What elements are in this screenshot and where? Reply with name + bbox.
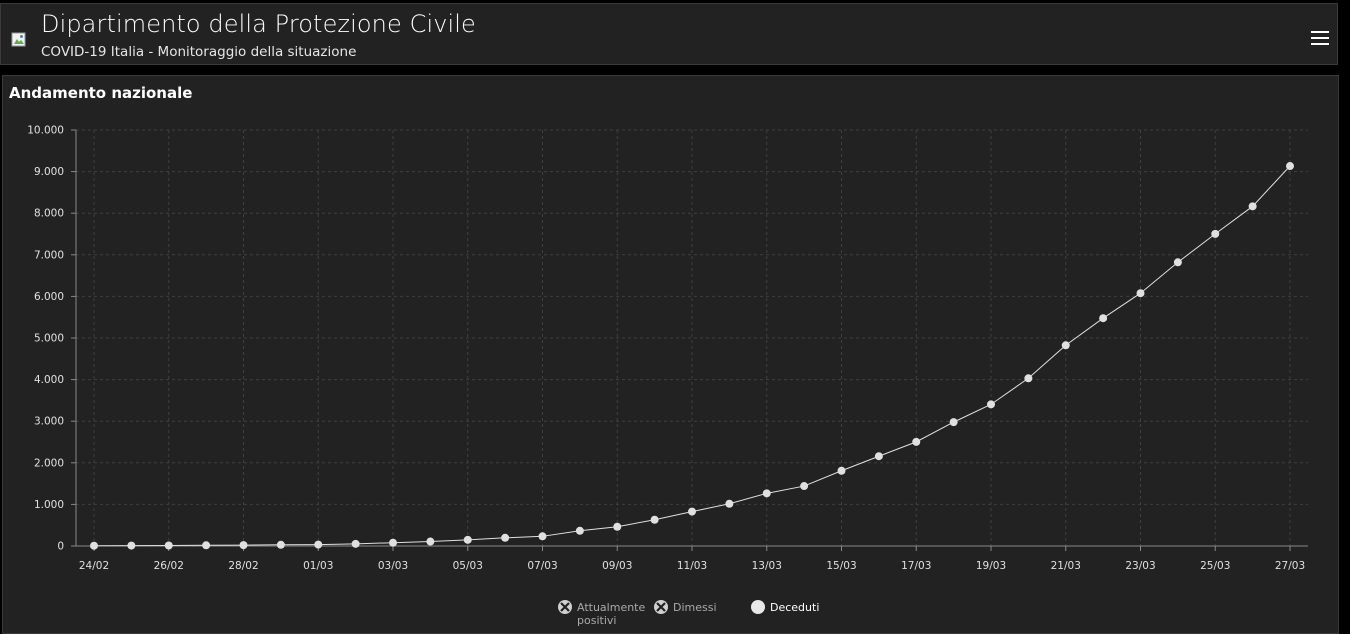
chart-panel: 0 1.000 2.000 3.000 4.000 5.000 6.000 7.000 8.00… xyxy=(2,75,1339,634)
data-point xyxy=(575,526,584,535)
x-tick-label: 21/03 xyxy=(1051,560,1081,572)
legend-item[interactable]: Dimessi xyxy=(654,600,717,614)
data-point xyxy=(276,540,285,549)
x-tick-label: 28/02 xyxy=(228,560,258,572)
data-point xyxy=(987,400,995,409)
legend-label: Dimessi xyxy=(673,601,717,614)
data-point xyxy=(239,541,248,550)
data-point xyxy=(725,499,734,508)
y-tick-label: 8.000 xyxy=(34,208,64,220)
data-point xyxy=(1173,258,1182,267)
y-tick-label: 0 xyxy=(57,541,64,553)
data-point xyxy=(351,539,360,548)
data-point xyxy=(202,541,211,550)
data-point xyxy=(1099,314,1108,323)
x-tick-label: 24/02 xyxy=(79,560,109,572)
data-point xyxy=(949,418,958,427)
data-point xyxy=(1211,229,1220,238)
data-point xyxy=(501,533,510,542)
x-tick-label: 09/03 xyxy=(602,560,632,572)
y-tick-label: 7.000 xyxy=(34,249,64,261)
data-point xyxy=(762,489,771,498)
x-tick-label: 05/03 xyxy=(453,560,483,572)
data-point xyxy=(650,515,659,524)
x-tick-label: 26/02 xyxy=(154,560,184,572)
legend-label-line2: positivi xyxy=(577,614,616,627)
data-point xyxy=(1248,202,1257,211)
data-point xyxy=(127,541,136,550)
data-point xyxy=(1061,341,1070,350)
app-header: Dipartimento della Protezione Civile COV… xyxy=(0,3,1338,65)
data-point xyxy=(90,541,98,550)
data-point xyxy=(314,540,323,549)
page-title: Dipartimento della Protezione Civile xyxy=(41,10,476,38)
data-point xyxy=(800,482,809,491)
hamburger-menu-icon[interactable] xyxy=(1307,27,1333,49)
x-tick-label: 11/03 xyxy=(677,560,707,572)
y-tick-label: 5.000 xyxy=(34,333,64,345)
legend-label: Deceduti xyxy=(770,601,819,614)
data-point xyxy=(1024,374,1033,383)
data-point xyxy=(613,522,622,531)
data-point xyxy=(1136,289,1145,298)
x-tick-label: 25/03 xyxy=(1200,560,1230,572)
x-tick-label: 03/03 xyxy=(378,560,408,572)
x-tick-label: 13/03 xyxy=(752,560,782,572)
y-tick-label: 3.000 xyxy=(34,416,64,428)
page-subtitle: COVID-19 Italia - Monitoraggio della sit… xyxy=(41,44,357,60)
x-tick-label: 27/03 xyxy=(1275,560,1305,572)
data-point xyxy=(688,507,696,516)
legend-label: Attualmente xyxy=(577,601,645,614)
y-tick-label: 9.000 xyxy=(34,166,64,178)
data-point xyxy=(389,538,397,547)
data-point xyxy=(426,537,435,546)
x-tick-label: 01/03 xyxy=(303,560,333,572)
data-point xyxy=(164,541,173,550)
y-tick-label: 2.000 xyxy=(34,457,64,469)
y-tick-label: 10.000 xyxy=(27,125,64,137)
chart-grid xyxy=(76,129,1308,546)
chart-title: Andamento nazionale xyxy=(9,84,193,102)
data-point xyxy=(538,532,547,541)
data-point xyxy=(1286,162,1294,171)
y-tick-label: 6.000 xyxy=(34,291,64,303)
y-tick-label: 1.000 xyxy=(34,499,64,511)
legend-item[interactable]: Deceduti xyxy=(751,600,819,614)
filled-circle-icon xyxy=(751,600,765,614)
line-chart: 0 1.000 2.000 3.000 4.000 5.000 6.000 7.000 8.00… xyxy=(27,125,1308,627)
x-tick-label: 15/03 xyxy=(826,560,856,572)
broken-image-icon xyxy=(11,32,26,47)
data-point xyxy=(463,535,472,544)
x-tick-label: 17/03 xyxy=(901,560,931,572)
data-point xyxy=(837,466,846,475)
y-tick-label: 4.000 xyxy=(34,374,64,386)
data-point xyxy=(874,452,883,461)
x-tick-label: 19/03 xyxy=(976,560,1006,572)
x-tick-label: 07/03 xyxy=(527,560,557,572)
x-tick-label: 23/03 xyxy=(1125,560,1155,572)
data-point xyxy=(912,437,921,446)
